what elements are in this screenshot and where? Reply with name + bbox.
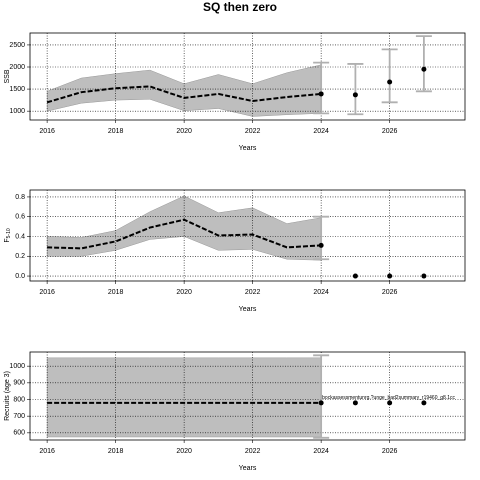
x-tick-label: 2020: [176, 128, 192, 135]
plot-frame: [29, 32, 466, 121]
x-tick-label: 2024: [313, 448, 329, 455]
x-axis-label: Years: [239, 145, 257, 152]
projection-point: [352, 400, 358, 406]
y-axis-label-main: Recruits (age 3): [4, 371, 11, 421]
y-tick-label: 2000: [9, 64, 25, 71]
x-tick-label: 2026: [382, 289, 398, 296]
estimate-point: [318, 400, 324, 406]
estimate-point: [318, 91, 324, 97]
x-tick-label: 2016: [39, 128, 55, 135]
projection-point: [421, 66, 427, 72]
y-axis-label-main: F: [4, 238, 11, 242]
x-tick-label: 2022: [245, 128, 261, 135]
x-tick-label: 2018: [108, 289, 124, 296]
x-tick-label: 2022: [245, 289, 261, 296]
y-axis-label-main: SSB: [4, 69, 11, 83]
x-tick-label: 2024: [313, 289, 329, 296]
x-tick-label: 2022: [245, 448, 261, 455]
annotation: bockassessmentunrg.?unge_bad2summary_r19…: [322, 395, 455, 401]
projection-point: [387, 79, 393, 85]
y-tick-label: 1000: [9, 363, 25, 370]
y-tick-label: 0.8: [15, 194, 25, 201]
error-bar: [313, 61, 330, 115]
y-tick-label: 1500: [9, 86, 25, 93]
plot-frame: [29, 189, 466, 282]
y-tick-label: 0.4: [15, 233, 25, 240]
projection-point: [421, 400, 427, 406]
error-bar: [313, 354, 330, 439]
y-axis-label: SSB: [4, 69, 11, 83]
x-tick-label: 2024: [313, 128, 329, 135]
error-bar: [415, 35, 432, 93]
y-tick-label: 1000: [9, 108, 25, 115]
y-tick-label: 800: [13, 396, 25, 403]
x-tick-label: 2020: [176, 448, 192, 455]
x-tick-label: 2020: [176, 289, 192, 296]
projection-point: [387, 273, 393, 279]
y-tick-label: 600: [13, 430, 25, 437]
x-tick-label: 2016: [39, 289, 55, 296]
y-axis-label: Recruits (age 3): [4, 371, 11, 421]
x-axis-label: Years: [239, 465, 257, 472]
projection-point: [352, 273, 358, 279]
y-tick-label: 0.2: [15, 253, 25, 260]
estimate-line: [47, 218, 322, 250]
x-tick-label: 2026: [382, 128, 398, 135]
y-tick-label: 700: [13, 413, 25, 420]
y-tick-label: 2500: [9, 42, 25, 49]
x-tick-label: 2018: [108, 128, 124, 135]
estimate-line: [46, 85, 322, 104]
x-tick-label: 2026: [382, 448, 398, 455]
projection-point: [352, 92, 358, 98]
error-bar: [347, 63, 364, 116]
chart-title: SQ then zero: [203, 0, 277, 14]
estimate-point: [318, 242, 324, 248]
y-tick-label: 0.6: [15, 214, 25, 221]
y-axis-label: F5-10: [4, 228, 12, 243]
x-axis-label: Years: [239, 306, 257, 313]
error-bar: [313, 215, 330, 261]
x-tick-label: 2016: [39, 448, 55, 455]
plot-frame: [29, 351, 466, 441]
y-tick-label: 0.0: [15, 273, 25, 280]
error-bar: [381, 48, 398, 104]
x-tick-label: 2018: [108, 448, 124, 455]
projection-point: [387, 400, 393, 406]
y-tick-label: 900: [13, 380, 25, 387]
projection-point: [421, 273, 427, 279]
y-axis-label-sub: 5-10: [6, 228, 12, 238]
